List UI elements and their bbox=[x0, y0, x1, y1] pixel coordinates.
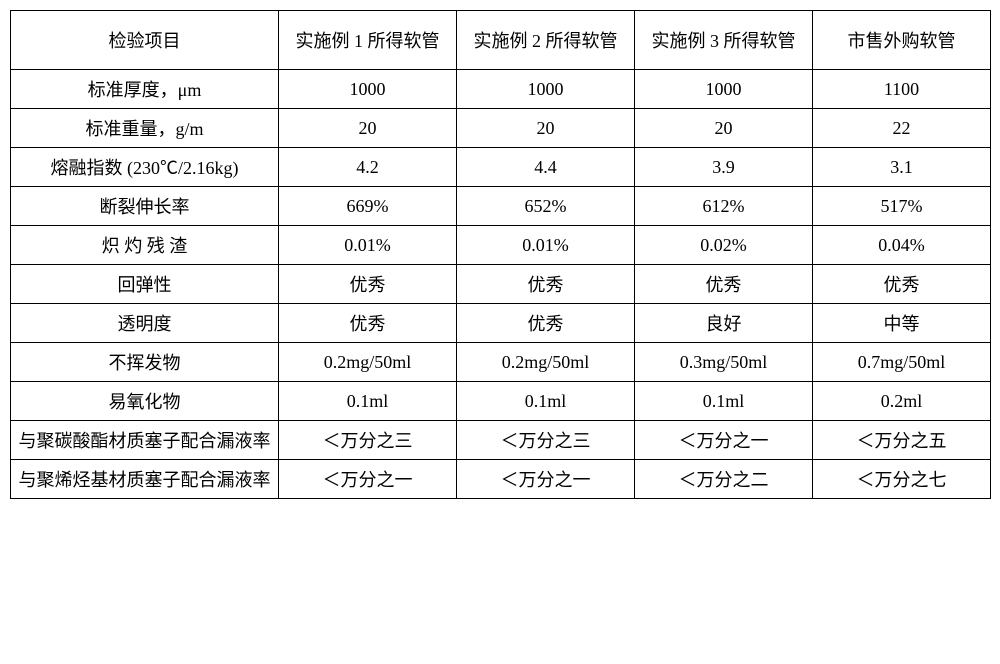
cell: 优秀 bbox=[279, 265, 457, 304]
cell: 669% bbox=[279, 187, 457, 226]
cell: ＜万分之一 bbox=[457, 460, 635, 499]
cell: 0.1ml bbox=[457, 382, 635, 421]
cell: 回弹性 bbox=[11, 265, 279, 304]
col-header: 实施例 1 所得软管 bbox=[279, 11, 457, 70]
cell: 透明度 bbox=[11, 304, 279, 343]
cell: 0.2mg/50ml bbox=[457, 343, 635, 382]
cell: 20 bbox=[279, 109, 457, 148]
cell: 与聚烯烃基材质塞子配合漏液率 bbox=[11, 460, 279, 499]
table-row: 标准厚度，μm 1000 1000 1000 1100 bbox=[11, 70, 991, 109]
cell: 0.7mg/50ml bbox=[813, 343, 991, 382]
cell: ＜万分之三 bbox=[279, 421, 457, 460]
cell: 优秀 bbox=[457, 265, 635, 304]
cell: 22 bbox=[813, 109, 991, 148]
cell: 3.9 bbox=[635, 148, 813, 187]
table-row: 易氧化物 0.1ml 0.1ml 0.1ml 0.2ml bbox=[11, 382, 991, 421]
cell: 1000 bbox=[457, 70, 635, 109]
table-row: 断裂伸长率 669% 652% 612% 517% bbox=[11, 187, 991, 226]
table-row: 不挥发物 0.2mg/50ml 0.2mg/50ml 0.3mg/50ml 0.… bbox=[11, 343, 991, 382]
cell: 0.04% bbox=[813, 226, 991, 265]
cell: 0.01% bbox=[457, 226, 635, 265]
cell: 不挥发物 bbox=[11, 343, 279, 382]
cell: 1000 bbox=[635, 70, 813, 109]
cell: 0.02% bbox=[635, 226, 813, 265]
cell: 炽 灼 残 渣 bbox=[11, 226, 279, 265]
table-header-row: 检验项目 实施例 1 所得软管 实施例 2 所得软管 实施例 3 所得软管 市售… bbox=[11, 11, 991, 70]
table-row: 标准重量，g/m 20 20 20 22 bbox=[11, 109, 991, 148]
cell: 612% bbox=[635, 187, 813, 226]
col-header: 实施例 2 所得软管 bbox=[457, 11, 635, 70]
cell: 0.01% bbox=[279, 226, 457, 265]
cell: 优秀 bbox=[457, 304, 635, 343]
cell: 3.1 bbox=[813, 148, 991, 187]
cell: 0.1ml bbox=[279, 382, 457, 421]
cell: 标准厚度，μm bbox=[11, 70, 279, 109]
table-row: 炽 灼 残 渣 0.01% 0.01% 0.02% 0.04% bbox=[11, 226, 991, 265]
table-row: 与聚烯烃基材质塞子配合漏液率 ＜万分之一 ＜万分之一 ＜万分之二 ＜万分之七 bbox=[11, 460, 991, 499]
cell: 0.3mg/50ml bbox=[635, 343, 813, 382]
cell: 断裂伸长率 bbox=[11, 187, 279, 226]
cell: 0.2ml bbox=[813, 382, 991, 421]
cell: 517% bbox=[813, 187, 991, 226]
cell: 良好 bbox=[635, 304, 813, 343]
cell: ＜万分之三 bbox=[457, 421, 635, 460]
cell: 20 bbox=[635, 109, 813, 148]
cell: ＜万分之二 bbox=[635, 460, 813, 499]
cell: 优秀 bbox=[635, 265, 813, 304]
cell: ＜万分之一 bbox=[635, 421, 813, 460]
table-row: 回弹性 优秀 优秀 优秀 优秀 bbox=[11, 265, 991, 304]
cell: 优秀 bbox=[279, 304, 457, 343]
cell: 优秀 bbox=[813, 265, 991, 304]
table-row: 透明度 优秀 优秀 良好 中等 bbox=[11, 304, 991, 343]
cell: 4.2 bbox=[279, 148, 457, 187]
cell: 易氧化物 bbox=[11, 382, 279, 421]
table-body: 标准厚度，μm 1000 1000 1000 1100 标准重量，g/m 20 … bbox=[11, 70, 991, 499]
col-header: 检验项目 bbox=[11, 11, 279, 70]
cell: 4.4 bbox=[457, 148, 635, 187]
comparison-table: 检验项目 实施例 1 所得软管 实施例 2 所得软管 实施例 3 所得软管 市售… bbox=[10, 10, 991, 499]
cell: 652% bbox=[457, 187, 635, 226]
cell: 0.1ml bbox=[635, 382, 813, 421]
cell: 熔融指数 (230℃/2.16kg) bbox=[11, 148, 279, 187]
cell: ＜万分之五 bbox=[813, 421, 991, 460]
col-header: 实施例 3 所得软管 bbox=[635, 11, 813, 70]
table-row: 熔融指数 (230℃/2.16kg) 4.2 4.4 3.9 3.1 bbox=[11, 148, 991, 187]
cell: 1000 bbox=[279, 70, 457, 109]
table-row: 与聚碳酸酯材质塞子配合漏液率 ＜万分之三 ＜万分之三 ＜万分之一 ＜万分之五 bbox=[11, 421, 991, 460]
cell: ＜万分之七 bbox=[813, 460, 991, 499]
cell: 20 bbox=[457, 109, 635, 148]
cell: 0.2mg/50ml bbox=[279, 343, 457, 382]
cell: 与聚碳酸酯材质塞子配合漏液率 bbox=[11, 421, 279, 460]
col-header: 市售外购软管 bbox=[813, 11, 991, 70]
cell: ＜万分之一 bbox=[279, 460, 457, 499]
cell: 中等 bbox=[813, 304, 991, 343]
cell: 1100 bbox=[813, 70, 991, 109]
cell: 标准重量，g/m bbox=[11, 109, 279, 148]
